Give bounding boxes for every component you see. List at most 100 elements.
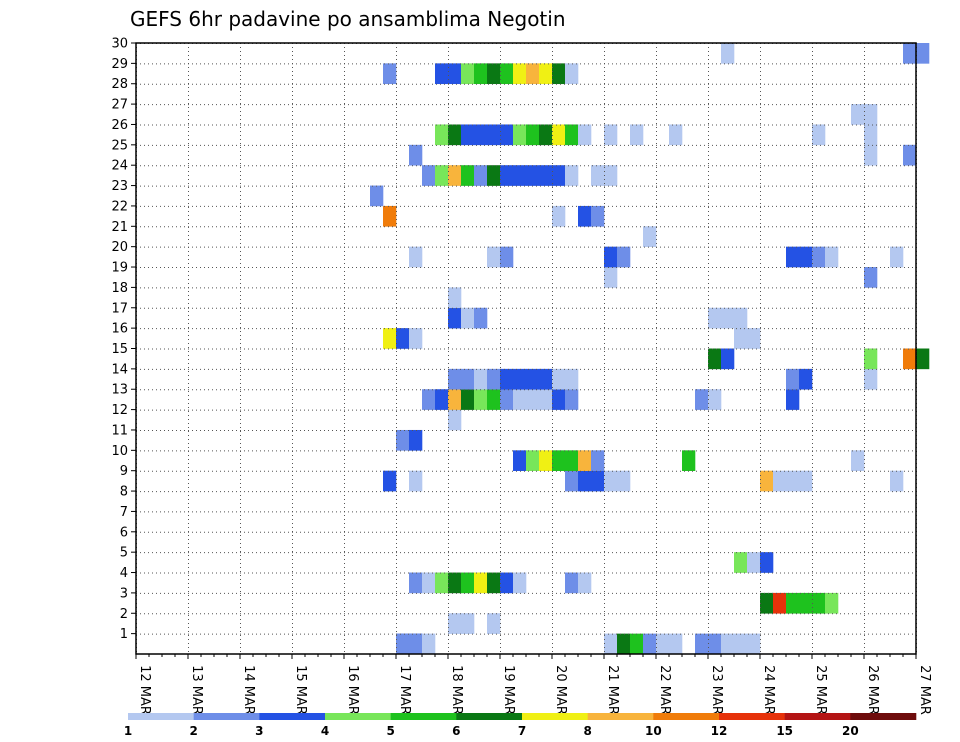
heatmap-cell <box>565 63 579 85</box>
heatmap-cell <box>487 368 501 390</box>
heatmap-cell <box>851 104 865 125</box>
heatmap-cell <box>461 389 475 410</box>
heatmap-cell <box>526 124 540 146</box>
heatmap-cell <box>513 572 527 594</box>
heatmap-cell <box>760 470 774 492</box>
legend-label: 2 <box>189 724 197 738</box>
heatmap-cell <box>565 450 579 471</box>
heatmap-cell <box>578 470 592 492</box>
legend-swatch <box>587 713 654 720</box>
heatmap-cell <box>448 572 462 594</box>
heatmap-cell <box>461 124 475 146</box>
heatmap-cell <box>474 165 488 186</box>
heatmap-cell <box>487 389 501 410</box>
heatmap-cell <box>396 328 410 349</box>
y-tick-label: 5 <box>120 546 128 561</box>
heatmap-cell <box>864 368 878 390</box>
legend-swatch <box>719 713 785 720</box>
heatmap-cell <box>474 389 488 410</box>
heatmap-cell <box>435 63 449 85</box>
heatmap-cell <box>604 267 618 288</box>
y-tick-label: 26 <box>111 118 128 133</box>
heatmap-cell <box>799 470 813 492</box>
heatmap-cell <box>409 246 423 268</box>
heatmap-cell <box>552 389 566 410</box>
y-tick-label: 14 <box>111 362 128 377</box>
heatmap-cell <box>409 429 423 451</box>
heatmap-cell <box>474 368 488 390</box>
y-tick-label: 27 <box>111 98 128 113</box>
x-tick-label: 17 MAR <box>397 665 412 715</box>
legend-swatch <box>653 713 720 720</box>
heatmap-cell <box>487 124 501 146</box>
heatmap-cell <box>539 389 553 410</box>
heatmap-cell <box>448 368 462 390</box>
heatmap-cell <box>513 165 527 186</box>
x-tick-label: 13 MAR <box>189 665 204 715</box>
heatmap-cell <box>448 287 462 309</box>
heatmap-cell <box>565 368 579 390</box>
heatmap-cell <box>604 124 618 146</box>
heatmap-cell <box>695 389 709 410</box>
legend-swatch <box>390 713 457 720</box>
x-tick-label: 26 MAR <box>865 665 880 715</box>
x-tick-label: 20 MAR <box>553 665 568 715</box>
y-tick-label: 21 <box>111 220 128 235</box>
heatmap-cell <box>669 124 683 146</box>
heatmap-cell <box>370 185 384 207</box>
y-tick-label: 2 <box>120 607 128 622</box>
legend-swatch <box>259 713 326 720</box>
heatmap-cell <box>487 63 501 85</box>
heatmap-cell <box>383 63 397 85</box>
heatmap-cell <box>630 633 644 655</box>
y-tick-label: 11 <box>111 423 128 438</box>
heatmap-cell <box>461 613 475 634</box>
heatmap-cell <box>799 592 813 614</box>
y-tick-label: 22 <box>111 199 128 214</box>
heatmap-cell <box>734 552 748 573</box>
heatmap-cell <box>617 633 631 655</box>
heatmap-cell <box>513 368 527 390</box>
heatmap-cell <box>422 633 436 655</box>
heatmap-cell <box>578 450 592 471</box>
y-tick-label: 28 <box>111 77 128 92</box>
heatmap-cell <box>500 572 514 594</box>
heatmap-cell <box>760 592 774 614</box>
legend-label: 6 <box>452 724 460 738</box>
heatmap-cell <box>786 246 800 268</box>
legend-label: 3 <box>255 724 263 738</box>
y-tick-label: 24 <box>111 159 128 174</box>
y-tick-label: 29 <box>111 57 128 72</box>
heatmap-cell <box>500 246 514 268</box>
heatmap-cell <box>539 368 553 390</box>
x-tick-label: 15 MAR <box>293 665 308 715</box>
heatmap-cell <box>435 165 449 186</box>
legend-swatch <box>128 713 194 720</box>
heatmap-cell <box>734 633 748 655</box>
x-tick-label: 12 MAR <box>137 665 152 715</box>
x-tick-label: 23 MAR <box>709 665 724 715</box>
heatmap-cell <box>422 165 436 186</box>
heatmap-cell <box>812 592 826 614</box>
heatmap-cell <box>695 633 709 655</box>
heatmap-cell <box>500 165 514 186</box>
heatmap-cell <box>682 450 696 471</box>
heatmap-cell <box>539 63 553 85</box>
heatmap-cell <box>513 389 527 410</box>
y-tick-label: 4 <box>120 566 128 581</box>
heatmap-cell <box>539 165 553 186</box>
heatmap-cell <box>396 429 410 451</box>
heatmap-cell <box>734 307 748 329</box>
heatmap-cell <box>786 470 800 492</box>
heatmap-cell <box>474 307 488 329</box>
heatmap-cell <box>526 450 540 471</box>
heatmap-cell <box>851 450 865 471</box>
legend-swatch <box>522 713 588 720</box>
heatmap-cell <box>864 267 878 288</box>
legend-label: 4 <box>321 724 329 738</box>
heatmap-cell <box>565 124 579 146</box>
heatmap-cell <box>474 63 488 85</box>
y-tick-label: 7 <box>120 505 128 520</box>
heatmap-cell <box>474 572 488 594</box>
